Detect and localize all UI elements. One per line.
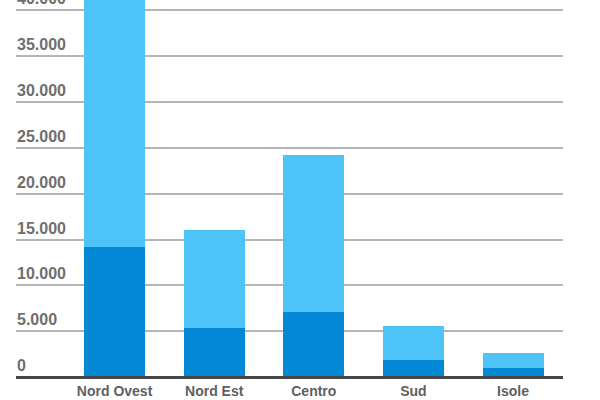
- stacked-bar-chart: 0 5.000 10.000 15.000 20.000 25.000 30.000 35.0…: [0, 0, 600, 400]
- bar-segment-dark: [184, 328, 245, 377]
- y-axis-tick-label: 25.000: [17, 129, 66, 145]
- y-axis-tick-label: 20.000: [17, 175, 66, 191]
- bar-segment-dark: [84, 247, 145, 377]
- bar-segment-light: [84, 0, 145, 247]
- y-axis-tick-label: 5.000: [17, 312, 57, 328]
- y-axis-tick-label: 35.000: [17, 37, 66, 53]
- y-axis-tick-label: 10.000: [17, 266, 66, 282]
- x-axis-category-label: Nord Ovest: [65, 383, 165, 399]
- x-axis-line: [16, 376, 563, 379]
- y-axis-tick-label: 0: [17, 358, 26, 374]
- y-axis-tick-label: 40.000: [17, 0, 66, 7]
- y-axis-tick-label: 30.000: [17, 83, 66, 99]
- bar-segment-dark: [283, 312, 344, 377]
- bar-segment-dark: [383, 360, 444, 377]
- y-axis-tick-label: 15.000: [17, 221, 66, 237]
- bar-segment-light: [283, 155, 344, 312]
- bar-segment-light: [483, 353, 544, 368]
- x-axis-category-label: Nord Est: [164, 383, 264, 399]
- x-axis-category-label: Sud: [363, 383, 463, 399]
- x-axis-category-label: Isole: [463, 383, 563, 399]
- bar-segment-light: [184, 230, 245, 327]
- bar-segment-light: [383, 326, 444, 360]
- x-axis-category-label: Centro: [264, 383, 364, 399]
